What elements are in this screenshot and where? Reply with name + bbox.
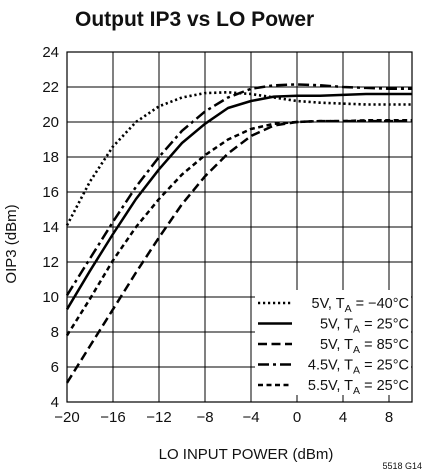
x-tick-label: −16 (100, 409, 125, 426)
x-tick-label: −12 (146, 409, 171, 426)
y-tick-label: 4 (51, 394, 59, 411)
plot-frame (66, 51, 413, 403)
x-tick-label: 4 (339, 409, 347, 426)
y-tick-label: 18 (42, 149, 59, 166)
x-tick-label: −20 (54, 409, 79, 426)
legend-entry: 4.5V, TA = 25°C (308, 358, 409, 377)
series-line (65, 91, 412, 226)
y-tick-label: 6 (51, 359, 59, 376)
legend-background (255, 290, 411, 395)
legend: 5V, TA = −40°C 5V, TA = 25°C5V, TA = 85°C… (255, 290, 411, 397)
x-tick-labels: −20 −16 −12 −8 −4 0 4 8 (54, 409, 393, 426)
y-tick-label: 12 (42, 254, 59, 271)
legend-entry: 5V, TA = 25°C (320, 317, 409, 336)
legend-entry: 5V, TA = −40°C (312, 296, 409, 315)
series-line (65, 119, 412, 384)
y-tick-labels: 4 6 8 10 12 14 16 18 20 22 24 (42, 44, 59, 411)
y-tick-label: 24 (42, 44, 59, 61)
x-tick-label: −4 (242, 409, 259, 426)
x-axis-label: LO INPUT POWER (dBm) (159, 446, 334, 463)
y-tick-label: 16 (42, 184, 59, 201)
x-tick-label: 0 (293, 409, 301, 426)
grid-lines (66, 51, 412, 403)
y-tick-label: 14 (42, 219, 59, 236)
x-tick-label: −8 (196, 409, 213, 426)
y-tick-label: 8 (51, 324, 59, 341)
series-line (65, 83, 412, 296)
y-tick-label: 10 (42, 289, 59, 306)
figure-id: 5518 G14 (382, 461, 422, 471)
y-tick-label: 22 (42, 79, 59, 96)
y-tick-label: 20 (42, 114, 59, 131)
chart-title: Output IP3 vs LO Power (75, 8, 314, 31)
series-lines (65, 83, 412, 384)
legend-entry: 5V, TA = 85°C (320, 337, 409, 356)
legend-entry: 5.5V, TA = 25°C (308, 378, 409, 397)
series-line (65, 119, 412, 337)
x-tick-label: 8 (385, 409, 393, 426)
y-axis-label: OIP3 (dBm) (3, 204, 20, 283)
series-line (65, 92, 412, 310)
